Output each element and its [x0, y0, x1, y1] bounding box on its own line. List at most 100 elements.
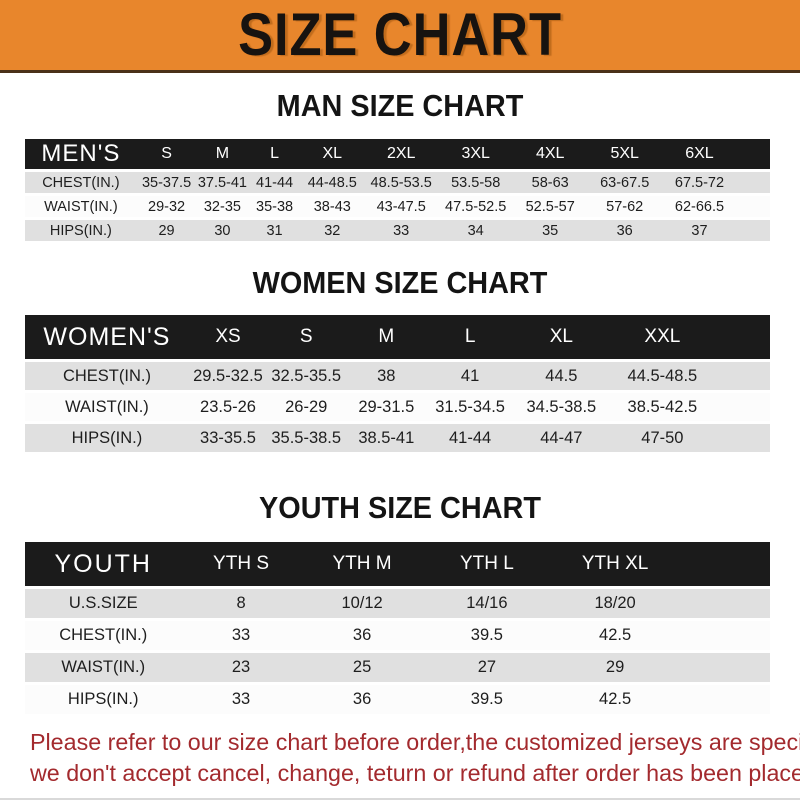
- size-value-cell: 38: [377, 366, 396, 385]
- women-size-table: WOMEN'S XS S M L XL XXL CHEST(IN.) 29.5-32.5 32.…: [25, 312, 770, 455]
- size-column-header: L: [464, 326, 476, 347]
- youth-size-chart-section: YOUTH SIZE CHART YOUTH YTH S YTH M YTH L YTH…: [0, 491, 800, 717]
- size-value-cell: 35: [542, 222, 559, 239]
- size-value-cell: 33: [231, 626, 251, 644]
- table-row: WAIST(IN.) 29-32 32-35 35-38 38-43 43-47.5 47.…: [25, 196, 770, 217]
- table-row: WAIST(IN.) 23 25 27 29: [25, 653, 770, 682]
- size-value-cell: 23: [231, 658, 251, 676]
- table-row: CHEST(IN.) 29.5-32.5 32.5-35.5 38 41 44.5 44.5…: [25, 362, 770, 390]
- size-column-header: L: [270, 145, 279, 162]
- size-column-header: YTH XL: [581, 553, 649, 574]
- size-value-cell: 44.5-48.5: [627, 366, 698, 385]
- row-label: WAIST(IN.): [44, 198, 118, 215]
- row-label: CHEST(IN.): [42, 174, 120, 191]
- size-value-cell: 41: [460, 366, 480, 385]
- size-value-cell: 47.5-52.5: [445, 198, 507, 215]
- table-row: HIPS(IN.) 33-35.5 35.5-38.5 38.5-41 41-44 44-…: [25, 424, 770, 452]
- size-column-header: 5XL: [610, 145, 639, 162]
- youth-section-heading: YOUTH SIZE CHART: [259, 490, 541, 525]
- size-value-cell: 31: [266, 222, 283, 239]
- size-value-cell: 35-37.5: [141, 174, 192, 191]
- size-value-cell: 25: [352, 658, 372, 676]
- size-value-cell: 39.5: [470, 690, 503, 708]
- size-value-cell: 52.5-57: [525, 198, 575, 215]
- size-chart-title: SIZE CHART: [238, 1, 562, 69]
- size-value-cell: 29.5-32.5: [193, 366, 263, 385]
- size-value-cell: 39.5: [470, 626, 503, 644]
- size-value-cell: 38.5-42.5: [627, 397, 698, 416]
- size-value-cell: 58-63: [531, 174, 569, 191]
- size-value-cell: 42.5: [599, 626, 632, 644]
- man-size-chart-section: MAN SIZE CHART MEN'S S M L XL 2XL 3XL 4XL 5XL 6XL…: [0, 89, 800, 244]
- table-group-label: MEN'S: [41, 140, 121, 167]
- size-value-cell: 37: [691, 222, 708, 239]
- size-value-cell: 36: [352, 690, 372, 708]
- size-value-cell: 27: [477, 658, 497, 676]
- size-value-cell: 41-44: [449, 428, 492, 447]
- row-label: CHEST(IN.): [59, 626, 148, 644]
- table-row: WAIST(IN.) 23.5-26 26-29 29-31.5 31.5-34.5 34…: [25, 393, 770, 421]
- size-value-cell: 29-32: [148, 198, 186, 215]
- size-value-cell: 23.5-26: [200, 397, 256, 416]
- size-value-cell: 34: [467, 222, 484, 239]
- youth-table-header-row: YOUTH YTH S YTH M YTH L YTH XL: [25, 542, 770, 586]
- size-value-cell: 32-35: [203, 198, 241, 215]
- size-value-cell: 29: [158, 222, 175, 239]
- table-row: U.S.SIZE 8 10/12 14/16 18/20: [25, 589, 770, 618]
- man-section-heading: MAN SIZE CHART: [276, 88, 524, 123]
- table-group-label: YOUTH: [54, 549, 152, 578]
- size-value-cell: 42.5: [599, 690, 632, 708]
- size-value-cell: 38-43: [313, 198, 351, 215]
- size-column-header: XL: [322, 145, 343, 162]
- size-value-cell: 63-67.5: [600, 174, 650, 191]
- size-column-header: S: [299, 326, 313, 347]
- size-value-cell: 36: [616, 222, 633, 239]
- size-value-cell: 38.5-41: [358, 428, 415, 447]
- size-value-cell: 57-62: [606, 198, 644, 215]
- row-label: CHEST(IN.): [62, 366, 151, 385]
- size-column-header: YTH S: [213, 553, 269, 574]
- size-value-cell: 47-50: [641, 428, 684, 447]
- row-label: WAIST(IN.): [61, 658, 146, 676]
- size-column-header: 6XL: [685, 145, 714, 162]
- size-column-header: 3XL: [461, 145, 490, 162]
- size-column-header: XXL: [644, 326, 681, 347]
- size-column-header: M: [215, 145, 230, 162]
- table-row: CHEST(IN.) 33 36 39.5 42.5: [25, 621, 770, 650]
- size-value-cell: 18/20: [594, 594, 636, 612]
- row-label: U.S.SIZE: [68, 594, 138, 612]
- size-column-header: M: [378, 326, 395, 347]
- table-row: HIPS(IN.) 33 36 39.5 42.5: [25, 685, 770, 714]
- women-table-header-row: WOMEN'S XS S M L XL XXL: [25, 315, 770, 359]
- size-column-header: XL: [549, 326, 573, 347]
- size-value-cell: 37.5-41: [197, 174, 247, 191]
- men-size-table: MEN'S S M L XL 2XL 3XL 4XL 5XL 6XL CHEST(IN.) 35-3…: [25, 136, 770, 244]
- row-label: HIPS(IN.): [49, 222, 112, 239]
- size-value-cell: 44.5: [545, 366, 578, 385]
- size-value-cell: 62-66.5: [674, 198, 725, 215]
- size-value-cell: 67.5-72: [674, 174, 725, 191]
- size-value-cell: 35.5-38.5: [271, 428, 342, 447]
- size-column-header: XS: [215, 326, 241, 347]
- row-label: HIPS(IN.): [67, 690, 139, 708]
- size-column-header: YTH L: [459, 553, 514, 574]
- order-notice-line-2: we don't accept cancel, change, teturn o…: [30, 760, 800, 786]
- size-value-cell: 35-38: [256, 198, 294, 215]
- size-value-cell: 32.5-35.5: [271, 366, 342, 385]
- women-size-chart-section: WOMEN SIZE CHART WOMEN'S XS S M L XL XXL CHEST…: [0, 266, 800, 455]
- size-value-cell: 43-47.5: [376, 198, 426, 215]
- order-notice-line-1: Please refer to our size chart before or…: [30, 729, 800, 755]
- size-column-header: 4XL: [535, 145, 565, 162]
- size-value-cell: 8: [236, 594, 246, 612]
- size-value-cell: 31.5-34.5: [435, 397, 505, 416]
- table-row: HIPS(IN.) 29 30 31 32 33 34 35 36 37: [25, 220, 770, 241]
- size-value-cell: 44-48.5: [307, 174, 357, 191]
- size-value-cell: 33: [393, 222, 410, 239]
- size-value-cell: 26-29: [285, 397, 328, 416]
- size-value-cell: 10/12: [341, 594, 383, 612]
- youth-size-table: YOUTH YTH S YTH M YTH L YTH XL U.S.SIZE 8 10/1…: [25, 539, 770, 717]
- size-chart-banner: SIZE CHART: [0, 0, 800, 73]
- size-value-cell: 44-47: [540, 428, 583, 447]
- table-row: CHEST(IN.) 35-37.5 37.5-41 41-44 44-48.5 48.5…: [25, 172, 770, 193]
- size-value-cell: 36: [352, 626, 372, 644]
